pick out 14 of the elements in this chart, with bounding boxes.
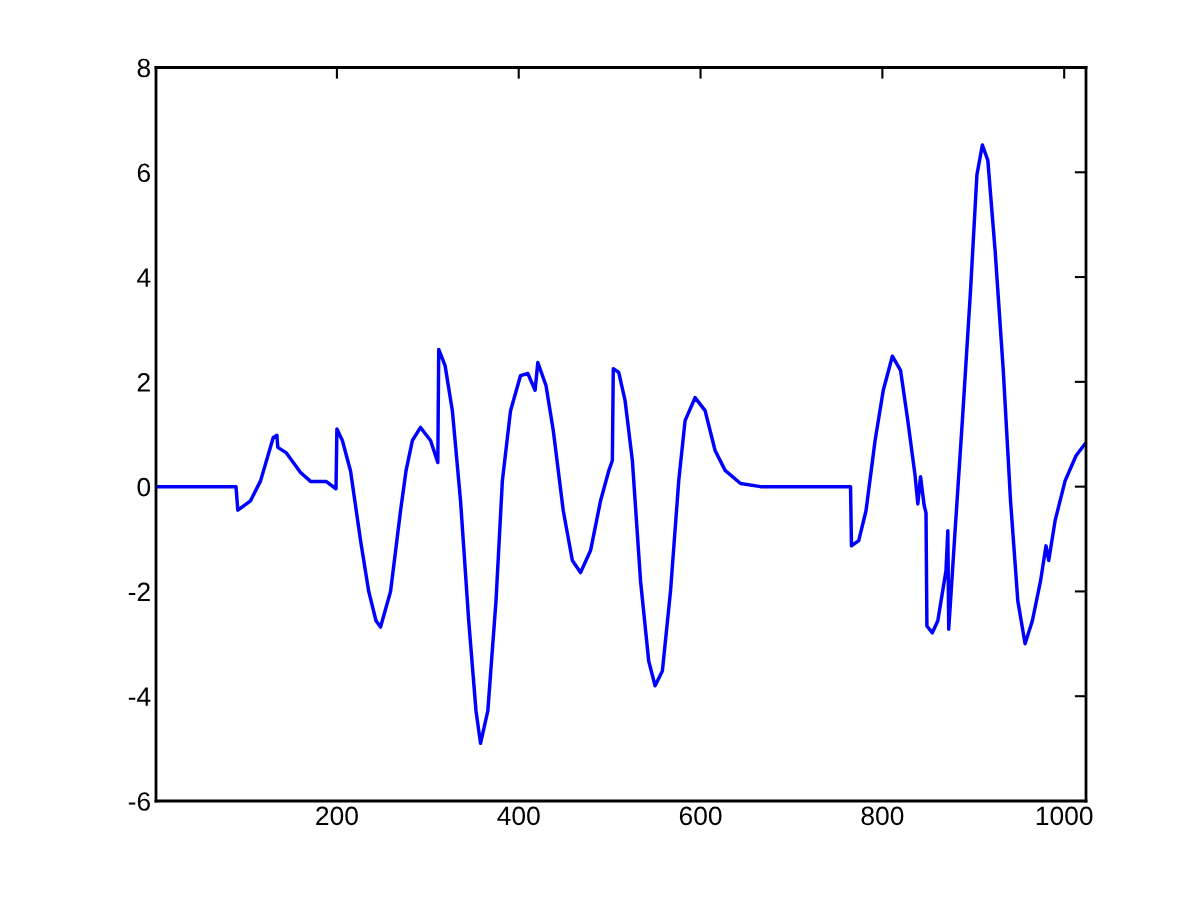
x-tick-label: 600 <box>679 806 722 826</box>
x-tick-label: 1000 <box>1036 806 1093 826</box>
y-tick-label: 2 <box>137 372 150 392</box>
y-tick-label: -4 <box>128 687 151 706</box>
y-tick-label: 4 <box>137 268 151 287</box>
y-tick-label: 8 <box>137 58 150 78</box>
x-tick-label: 400 <box>497 806 540 826</box>
y-tick-label: -2 <box>128 582 150 601</box>
y-tick-label: -6 <box>128 792 150 811</box>
line-series <box>156 143 1086 746</box>
x-tick-label: 800 <box>861 806 904 826</box>
y-tick-label: 0 <box>137 477 151 497</box>
x-tick-label: 200 <box>316 806 358 826</box>
y-tick-label: 6 <box>137 163 150 183</box>
